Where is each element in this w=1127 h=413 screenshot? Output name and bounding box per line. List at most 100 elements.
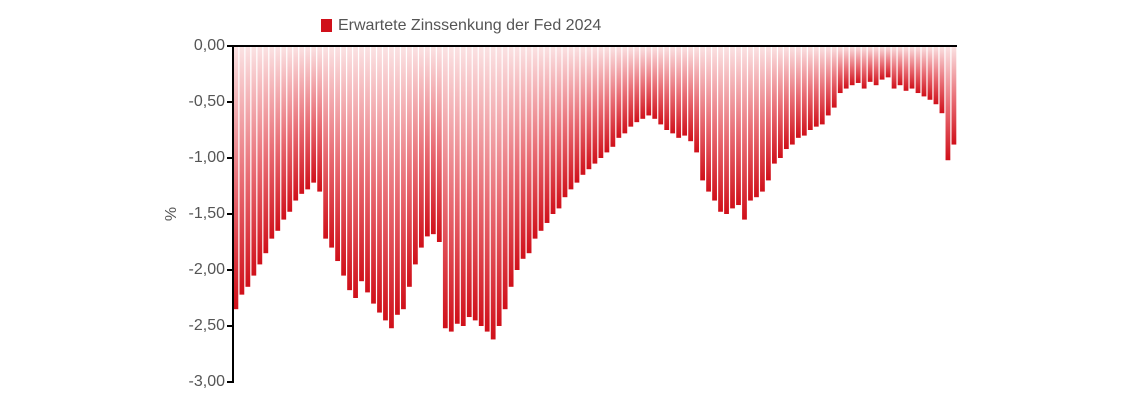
bar: [281, 46, 287, 220]
y-tick-label: -2,50: [189, 317, 226, 334]
y-tick-label: -2,00: [189, 261, 226, 278]
bar: [287, 46, 293, 212]
bar: [634, 46, 640, 123]
bar: [472, 46, 478, 321]
bar: [921, 46, 927, 97]
bar: [724, 46, 729, 214]
bar: [807, 46, 813, 130]
bar: [317, 46, 323, 192]
bar: [694, 46, 700, 153]
bar: [748, 46, 753, 201]
bar: [556, 46, 562, 209]
bar: [628, 46, 634, 127]
bar: [478, 46, 484, 326]
bar: [610, 46, 616, 147]
bar: [604, 46, 610, 153]
legend-swatch: [321, 19, 332, 32]
bar: [700, 46, 705, 181]
bar: [430, 46, 436, 235]
y-axis-label: %: [163, 207, 180, 221]
bar: [801, 46, 807, 136]
bar: [454, 46, 460, 324]
y-tick-label: -3,00: [189, 373, 226, 390]
bar: [538, 46, 544, 231]
bar: [275, 46, 281, 231]
bar: [855, 46, 861, 83]
bar: [783, 46, 789, 150]
bar: [562, 46, 568, 198]
bar: [682, 46, 688, 136]
bar: [795, 46, 801, 138]
bar: [766, 46, 771, 181]
bar: [526, 46, 532, 254]
bar: [664, 46, 670, 130]
bar: [508, 46, 514, 287]
bar: [484, 46, 490, 332]
bar: [353, 46, 358, 298]
bar: [891, 46, 897, 89]
bar: [927, 46, 933, 100]
bar: [401, 46, 406, 310]
bar: [305, 46, 311, 190]
bar: [945, 46, 951, 161]
y-tick-label: -0,50: [189, 93, 226, 110]
bar: [263, 46, 269, 254]
y-tick-label: -1,00: [189, 149, 226, 166]
bar: [460, 46, 466, 326]
bar: [951, 46, 957, 145]
bar: [329, 46, 335, 248]
bar: [245, 46, 251, 287]
bar: [502, 46, 508, 310]
bar: [424, 46, 430, 237]
bar: [658, 46, 664, 125]
bar: [831, 46, 837, 108]
bar: [903, 46, 909, 91]
bar: [365, 46, 370, 293]
bar: [544, 46, 550, 223]
bar: [867, 46, 873, 82]
bar: [640, 46, 646, 119]
bar: [849, 46, 855, 86]
bar: [442, 46, 448, 329]
bar: [789, 46, 795, 145]
bar: [311, 46, 317, 183]
bar: [580, 46, 586, 175]
bar: [377, 46, 382, 313]
bar: [323, 46, 329, 239]
bar: [514, 46, 520, 270]
bar: [897, 46, 903, 86]
bar: [448, 46, 454, 332]
bar: [616, 46, 622, 138]
bar: [879, 46, 885, 80]
bar: [395, 46, 400, 315]
bar: [718, 46, 723, 212]
bar: [885, 46, 891, 78]
bar: [550, 46, 556, 214]
bar: [909, 46, 915, 89]
bar: [598, 46, 604, 158]
bar: [490, 46, 496, 340]
bar: [670, 46, 676, 134]
bar: [688, 46, 694, 142]
bar: [939, 46, 945, 114]
bar: [933, 46, 939, 105]
bar: [646, 46, 652, 116]
bar: [239, 46, 245, 295]
bar: [251, 46, 257, 276]
bar: [371, 46, 376, 304]
y-tick-label: -1,50: [189, 205, 226, 222]
bar: [861, 46, 867, 89]
bar: [568, 46, 574, 190]
bar: [819, 46, 825, 125]
bar: [592, 46, 598, 164]
bar: [383, 46, 388, 321]
bar: [736, 46, 741, 206]
bar: [418, 46, 424, 248]
bar: [341, 46, 346, 276]
bar: [269, 46, 275, 239]
bar: [359, 46, 364, 282]
bar: [843, 46, 849, 89]
legend-label: Erwartete Zinssenkung der Fed 2024: [338, 17, 601, 34]
bar: [520, 46, 526, 259]
bar: [730, 46, 735, 209]
